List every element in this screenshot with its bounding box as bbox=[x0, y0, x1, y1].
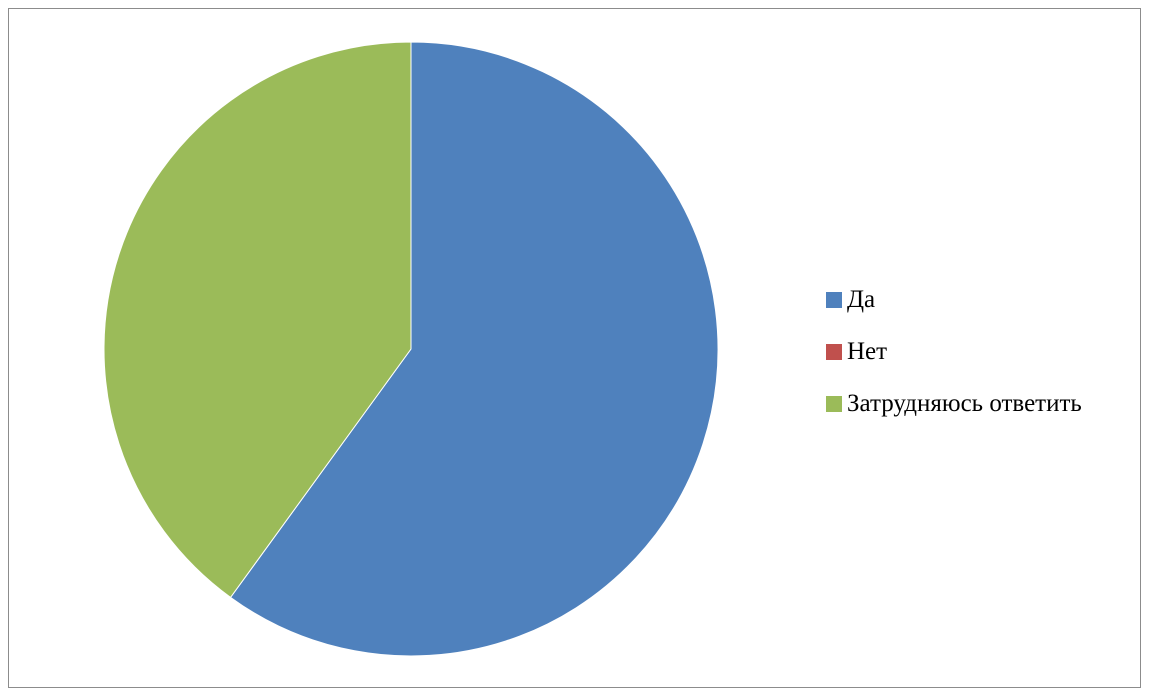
legend-item-net: Нет bbox=[826, 334, 1082, 370]
legend-label-da: Да bbox=[847, 286, 876, 313]
legend-swatch-zatrudnyayus bbox=[826, 396, 842, 412]
pie-slices bbox=[103, 41, 719, 657]
legend-item-zatrudnyayus: Затрудняюсь ответить bbox=[826, 386, 1082, 422]
legend-swatch-net bbox=[826, 344, 842, 360]
legend: Да Нет Затрудняюсь ответить bbox=[826, 282, 1082, 438]
pie-slice-0 bbox=[229, 41, 719, 657]
legend-item-da: Да bbox=[826, 282, 1082, 318]
legend-swatch-da bbox=[826, 292, 842, 308]
legend-label-zatrudnyayus: Затрудняюсь ответить bbox=[847, 390, 1082, 417]
pie-slice-2 bbox=[103, 41, 412, 599]
legend-label-net: Нет bbox=[847, 338, 888, 365]
